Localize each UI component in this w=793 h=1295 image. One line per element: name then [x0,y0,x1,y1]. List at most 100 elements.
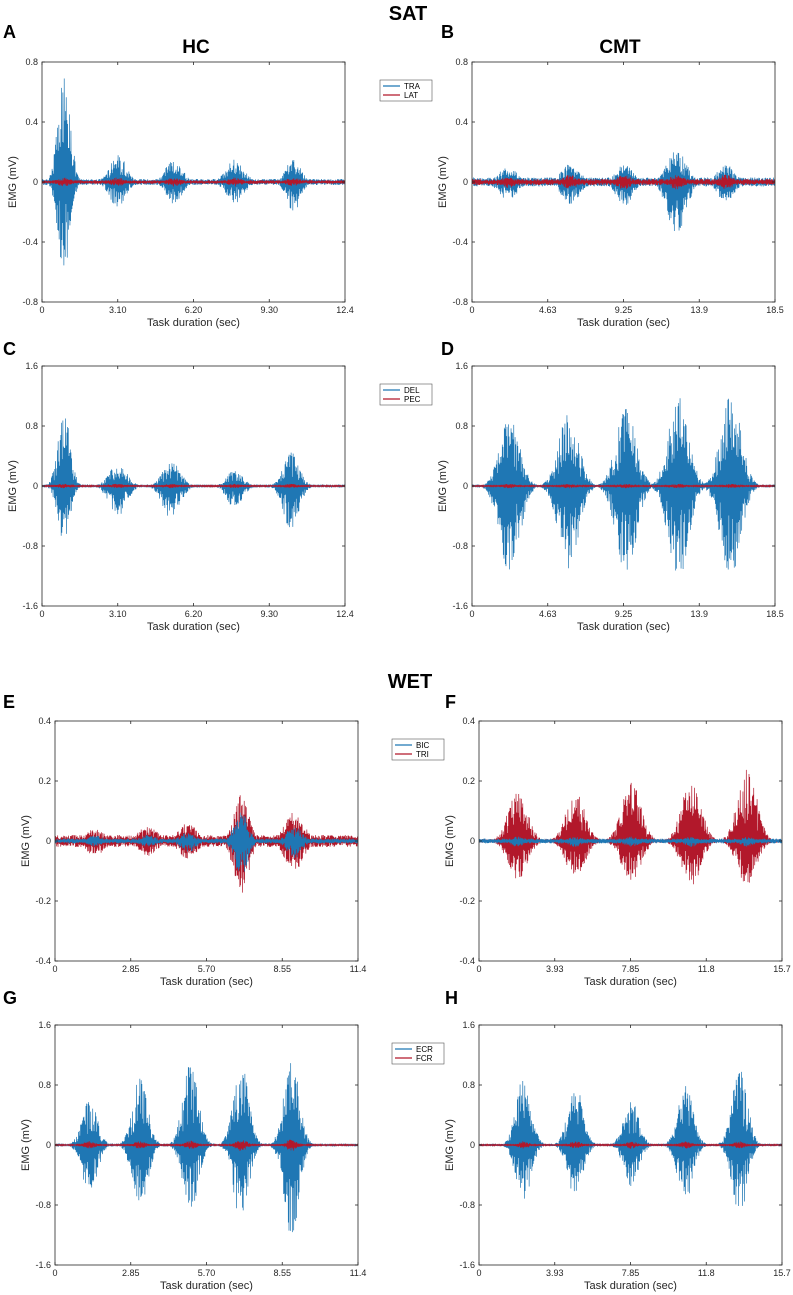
series-e-bic [55,812,358,872]
y-axis-label: EMG (mV) [20,1119,32,1171]
x-tick-label: 9.25 [615,305,633,315]
series-c-del [42,418,345,536]
legend-box [391,1042,445,1065]
y-axis-label: EMG (mV) [7,460,19,512]
y-tick-label: 0 [470,836,475,846]
y-tick-label: 1.6 [462,1020,475,1030]
x-tick-label: 4.63 [539,305,557,315]
panel-e: E 0 2.85 5.70 8.55 11.4 -0.4 -0.2 0 0.2 0.4 Task du… [3,692,445,988]
legend-label: DEL [404,386,420,395]
x-tick-label: 2.85 [122,964,140,974]
legend-label: TRI [416,750,429,759]
x-axis-label: Task duration (sec) [147,317,240,329]
y-tick-label: -0.4 [22,237,38,247]
y-tick-label: -0.8 [22,541,38,551]
x-axis-label: Task duration (sec) [584,976,677,988]
panel-letter-h: H [445,988,458,1008]
x-tick-label: 18.5 [766,609,784,619]
y-tick-label: -0.8 [35,1200,51,1210]
y-tick-label: -0.8 [452,541,468,551]
y-axis-label: EMG (mV) [20,815,32,867]
y-axis-label: EMG (mV) [437,156,449,208]
x-tick-label: 9.30 [260,609,278,619]
legend-label: FCR [416,1054,433,1063]
y-axis-label: EMG (mV) [444,1119,456,1171]
series-a-lat [42,177,345,187]
x-tick-label: 15.7 [773,1268,791,1278]
legend-box [379,79,433,102]
y-axis-label: EMG (mV) [7,156,19,208]
legend-label: LAT [404,91,418,100]
panel-d: D 0 4.63 9.25 13.9 18.5 -1.6 -0.8 0 0.8 1.6 Task du… [437,339,784,633]
x-tick-label: 0 [39,305,44,315]
legend-box [379,383,433,406]
series-c-pec [42,483,345,489]
legend-label: TRA [404,82,421,91]
x-axis-label: Task duration (sec) [584,1280,677,1292]
x-tick-label: 7.85 [622,1268,640,1278]
series-h-fcr [479,1141,782,1149]
panel-letter-g: G [3,988,17,1008]
section-title-sat: SAT [389,3,428,25]
y-tick-label: 1.6 [25,361,38,371]
x-tick-label: 5.70 [198,1268,216,1278]
column-title-cmt: CMT [599,37,641,58]
panel-letter-f: F [445,692,456,712]
x-tick-label: 0 [476,964,481,974]
x-tick-label: 18.5 [766,305,784,315]
legend-label: ECR [416,1045,433,1054]
series-f-bic [479,836,782,847]
panel-letter-c: C [3,339,16,359]
y-tick-label: 0 [46,1140,51,1150]
x-tick-label: 12.4 [336,609,354,619]
y-tick-label: -0.8 [452,297,468,307]
y-tick-label: 0.8 [455,57,468,67]
y-tick-label: -1.6 [459,1260,475,1270]
panel-letter-d: D [441,339,454,359]
x-tick-label: 11.4 [350,1268,367,1278]
x-tick-label: 5.70 [198,964,216,974]
x-tick-label: 8.55 [273,1268,291,1278]
x-tick-label: 11.4 [350,964,367,974]
x-tick-label: 3.10 [109,305,127,315]
legend-label: PEC [404,395,421,404]
y-axis-label: EMG (mV) [444,815,456,867]
panel-a: A 0 3.10 6.20 9.30 12.4 -0.8 -0.4 0 0.4 0.8 Task du… [3,22,433,329]
series-d-del [472,398,775,571]
y-tick-label: -1.6 [22,601,38,611]
y-tick-label: -0.8 [22,297,38,307]
y-tick-label: 0.2 [38,776,51,786]
x-tick-label: 7.85 [622,964,640,974]
x-tick-label: 9.25 [615,609,633,619]
y-tick-label: 0 [463,481,468,491]
y-tick-label: 0.8 [462,1080,475,1090]
x-tick-label: 4.63 [539,609,557,619]
y-tick-label: 1.6 [455,361,468,371]
y-tick-label: 0 [463,177,468,187]
y-tick-label: 0 [33,481,38,491]
panel-c: C 0 3.10 6.20 9.30 12.4 -1.6 -0.8 0 0.8 1.6 Task du… [3,339,433,633]
series-a-tra [42,78,345,266]
x-tick-label: 8.55 [273,964,291,974]
y-axis-label: EMG (mV) [437,460,449,512]
panel-letter-a: A [3,22,16,42]
series-h-ecr [479,1071,782,1206]
x-tick-label: 0 [52,964,57,974]
panel-letter-e: E [3,692,15,712]
series-b-lat [472,174,775,190]
series-d-pec [472,483,775,489]
panel-f: F 0 3.93 7.85 11.8 15.7 -0.4 -0.2 0 0.2 0.4 Task du… [444,692,791,988]
section-title-wet: WET [388,671,432,693]
series-f-tri [479,769,782,885]
y-tick-label: -0.4 [459,956,475,966]
y-tick-label: 0.8 [25,57,38,67]
x-tick-label: 15.7 [773,964,791,974]
y-tick-label: -0.4 [35,956,51,966]
panel-h: H 0 3.93 7.85 11.8 15.7 -1.6 -0.8 0 0.8 1.6 Task du… [444,988,791,1292]
x-tick-label: 0 [469,305,474,315]
x-tick-label: 3.93 [546,964,564,974]
